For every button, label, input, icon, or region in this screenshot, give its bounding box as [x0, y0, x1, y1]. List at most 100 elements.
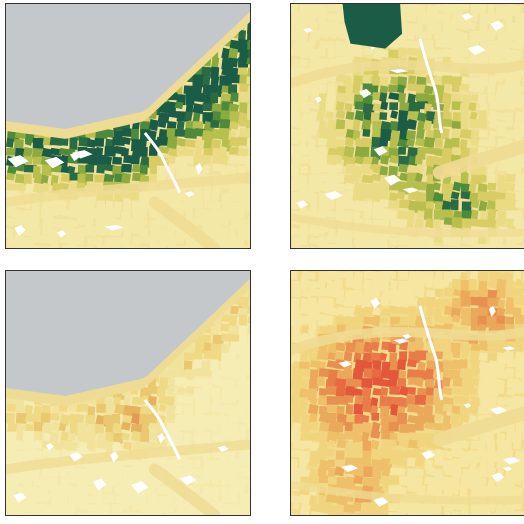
census-tract — [345, 210, 354, 220]
census-tract — [497, 485, 507, 497]
census-tract — [228, 477, 240, 486]
census-tract — [139, 155, 151, 168]
census-tract — [121, 172, 131, 185]
census-tract — [299, 278, 310, 291]
census-tract — [451, 29, 464, 43]
census-tract — [325, 210, 337, 219]
census-tract — [176, 387, 186, 395]
census-tract — [166, 127, 178, 140]
census-tract — [166, 512, 177, 515]
census-tract — [344, 182, 355, 191]
census-tract — [495, 386, 505, 394]
no-data-parcel — [490, 20, 504, 32]
census-tract — [139, 164, 148, 175]
census-tract — [452, 394, 463, 404]
census-tract — [221, 494, 233, 504]
census-tract — [388, 92, 401, 101]
census-tract — [470, 136, 480, 146]
census-tract — [372, 288, 381, 300]
census-tract — [167, 227, 176, 239]
census-tract — [416, 112, 427, 123]
census-tract — [6, 172, 15, 181]
census-tract — [496, 323, 506, 332]
census-tract — [105, 423, 115, 434]
no-data-parcel — [7, 155, 29, 168]
census-tract — [238, 513, 248, 515]
census-tract — [239, 332, 248, 345]
census-tract — [94, 493, 105, 505]
census-tract — [343, 48, 355, 59]
census-tract — [451, 84, 460, 93]
census-tract — [388, 305, 402, 315]
census-tract — [291, 11, 303, 24]
census-tract — [425, 466, 435, 476]
corridor-layer — [291, 326, 524, 505]
census-tract — [478, 352, 490, 362]
census-tract — [414, 191, 427, 205]
census-tract — [185, 121, 194, 130]
census-tract — [442, 38, 456, 49]
census-tract — [443, 237, 456, 247]
census-tract — [318, 368, 329, 378]
census-tract — [432, 219, 441, 230]
census-tract — [495, 342, 507, 356]
census-tract — [220, 394, 233, 404]
census-tract — [353, 379, 364, 388]
census-tract — [176, 512, 187, 515]
corridor — [291, 326, 524, 356]
census-tract — [291, 128, 302, 139]
census-tract — [407, 29, 415, 40]
census-tract — [317, 314, 327, 326]
corridor — [148, 463, 221, 515]
census-tract — [415, 181, 427, 191]
census-tract — [123, 235, 131, 246]
census-tract — [388, 503, 400, 512]
census-tract — [228, 190, 240, 202]
census-tract — [343, 315, 357, 326]
census-tract — [291, 430, 302, 443]
census-tract — [291, 48, 303, 57]
census-tract — [176, 137, 187, 147]
census-tract — [397, 296, 411, 310]
census-tract — [14, 173, 26, 184]
census-tract — [336, 287, 345, 298]
census-tract — [6, 208, 17, 218]
census-tract — [487, 93, 496, 104]
census-tract — [441, 12, 451, 23]
census-tract — [423, 502, 435, 514]
corridor — [432, 139, 524, 180]
census-tract — [22, 430, 35, 442]
census-tract — [104, 513, 114, 515]
census-tract — [470, 343, 481, 352]
census-tract — [211, 369, 222, 382]
corridor — [291, 59, 524, 89]
census-tract — [326, 199, 335, 210]
census-tract — [307, 271, 316, 280]
no-data-parcel — [373, 146, 388, 157]
census-tract — [388, 343, 397, 353]
census-tract — [149, 237, 159, 248]
census-tract — [326, 119, 339, 132]
census-tract — [399, 306, 412, 315]
census-tract — [318, 172, 328, 183]
census-tract — [435, 513, 442, 515]
census-tract — [13, 450, 25, 461]
census-tract — [381, 190, 393, 201]
census-tract — [470, 323, 479, 332]
census-tract — [76, 403, 89, 412]
census-tract — [201, 475, 211, 484]
census-tract — [346, 512, 354, 515]
census-tract — [326, 395, 339, 405]
census-tract — [308, 379, 319, 392]
census-tract — [298, 155, 309, 164]
census-tract — [416, 405, 425, 416]
census-tract — [459, 83, 472, 92]
census-tract — [327, 4, 340, 12]
census-tract — [298, 58, 309, 68]
census-tract — [389, 237, 399, 247]
census-tract — [104, 484, 113, 493]
census-tract — [299, 165, 308, 174]
census-tract — [316, 280, 326, 289]
census-tract — [69, 137, 78, 150]
